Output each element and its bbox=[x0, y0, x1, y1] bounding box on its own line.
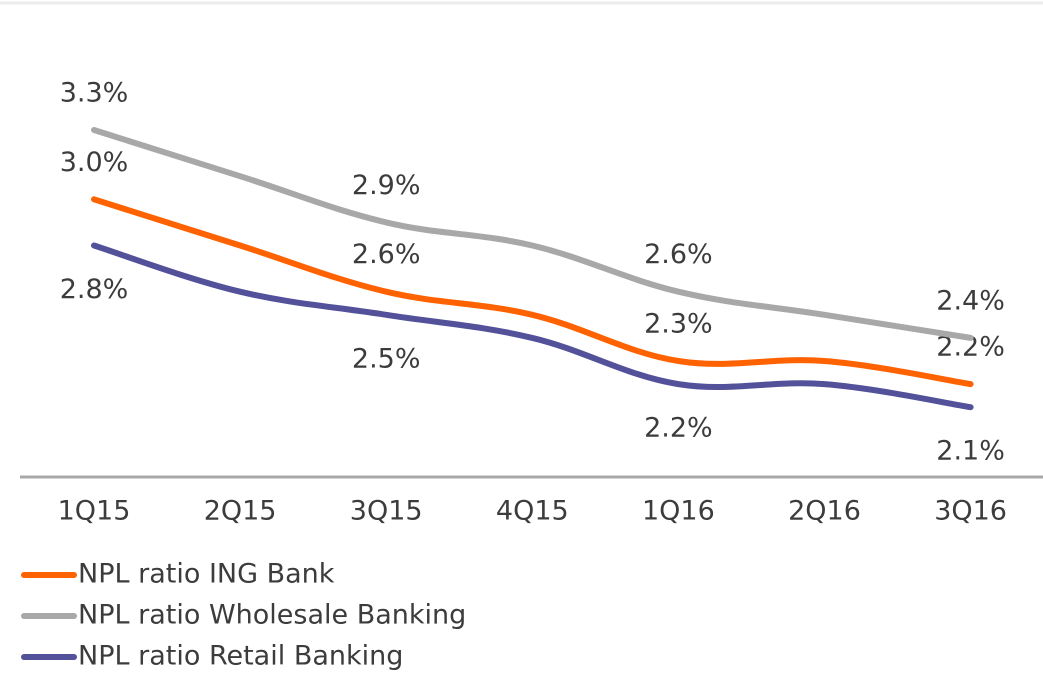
data-label: 2.5% bbox=[352, 343, 421, 374]
data-label: 2.6% bbox=[352, 239, 421, 270]
legend-label: NPL ratio ING Bank bbox=[78, 559, 335, 590]
data-label: 3.0% bbox=[60, 147, 129, 178]
data-label: 2.4% bbox=[936, 285, 1005, 316]
x-tick-label: 3Q16 bbox=[934, 496, 1007, 527]
x-tick-label: 4Q15 bbox=[496, 496, 569, 527]
data-label: 2.3% bbox=[644, 309, 713, 340]
data-label: 2.2% bbox=[644, 413, 713, 444]
series-line bbox=[91, 127, 974, 341]
data-label: 3.3% bbox=[60, 78, 129, 109]
x-tick-label: 3Q15 bbox=[350, 496, 423, 527]
legend-label: NPL ratio Retail Banking bbox=[78, 641, 403, 672]
series-line bbox=[91, 242, 974, 411]
x-tick-label: 2Q15 bbox=[204, 496, 277, 527]
data-label: 2.8% bbox=[60, 274, 129, 305]
data-label: 2.6% bbox=[644, 239, 713, 270]
data-label: 2.9% bbox=[352, 170, 421, 201]
x-tick-label: 2Q16 bbox=[788, 496, 861, 527]
data-label: 2.1% bbox=[936, 436, 1005, 467]
x-tick-label: 1Q15 bbox=[58, 496, 131, 527]
x-tick-label: 1Q16 bbox=[642, 496, 715, 527]
legend-label: NPL ratio Wholesale Banking bbox=[78, 600, 466, 631]
series-line bbox=[91, 196, 974, 388]
